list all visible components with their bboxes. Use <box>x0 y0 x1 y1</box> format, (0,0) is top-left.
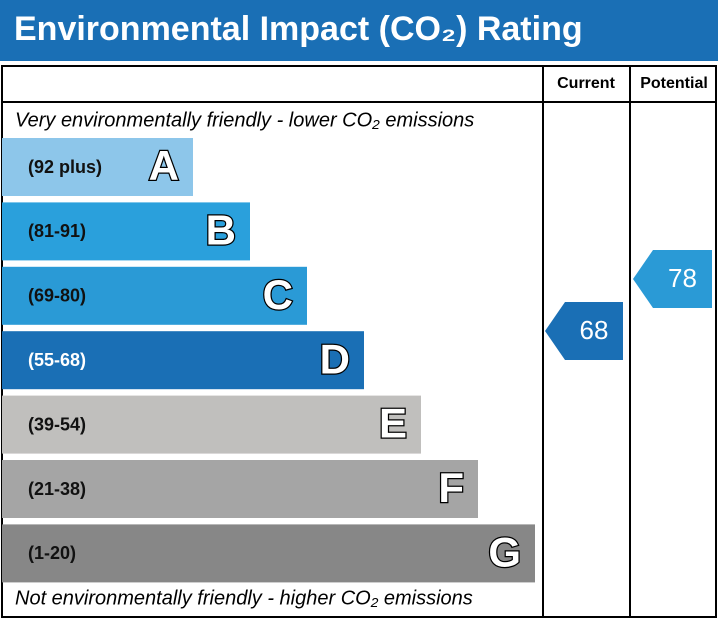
band-range: (81-91) <box>28 221 86 241</box>
rating-value: 68 <box>580 315 609 345</box>
band-range: (1-20) <box>28 543 76 563</box>
band <box>2 266 307 325</box>
band <box>2 395 421 454</box>
band <box>2 202 250 261</box>
band-letter: F <box>438 464 464 511</box>
rating-value: 78 <box>668 263 697 293</box>
band <box>2 524 535 583</box>
band-range: (69-80) <box>28 286 86 306</box>
band-letter: G <box>488 528 521 575</box>
band-letter: C <box>263 271 293 318</box>
chart-title: Environmental Impact (CO₂) Rating <box>14 10 583 48</box>
band-range: (39-54) <box>28 414 86 434</box>
bottom-note: Not environmentally friendly - higher CO… <box>15 587 473 609</box>
band <box>2 331 364 390</box>
column-header: Current <box>557 75 615 92</box>
band-range: (55-68) <box>28 350 86 370</box>
band-letter: A <box>149 142 179 189</box>
title-bar <box>0 0 718 61</box>
band <box>2 460 478 518</box>
band-range: (92 plus) <box>28 157 102 177</box>
band-letter: B <box>206 206 236 253</box>
rating-arrow <box>633 250 712 308</box>
top-note: Very environmentally friendly - lower CO… <box>15 109 474 131</box>
band-letter: D <box>320 335 350 382</box>
band-letter: E <box>379 400 407 447</box>
band-range: (21-38) <box>28 479 86 499</box>
rating-arrow <box>545 302 623 360</box>
column-header: Potential <box>640 75 708 92</box>
band <box>2 138 193 196</box>
